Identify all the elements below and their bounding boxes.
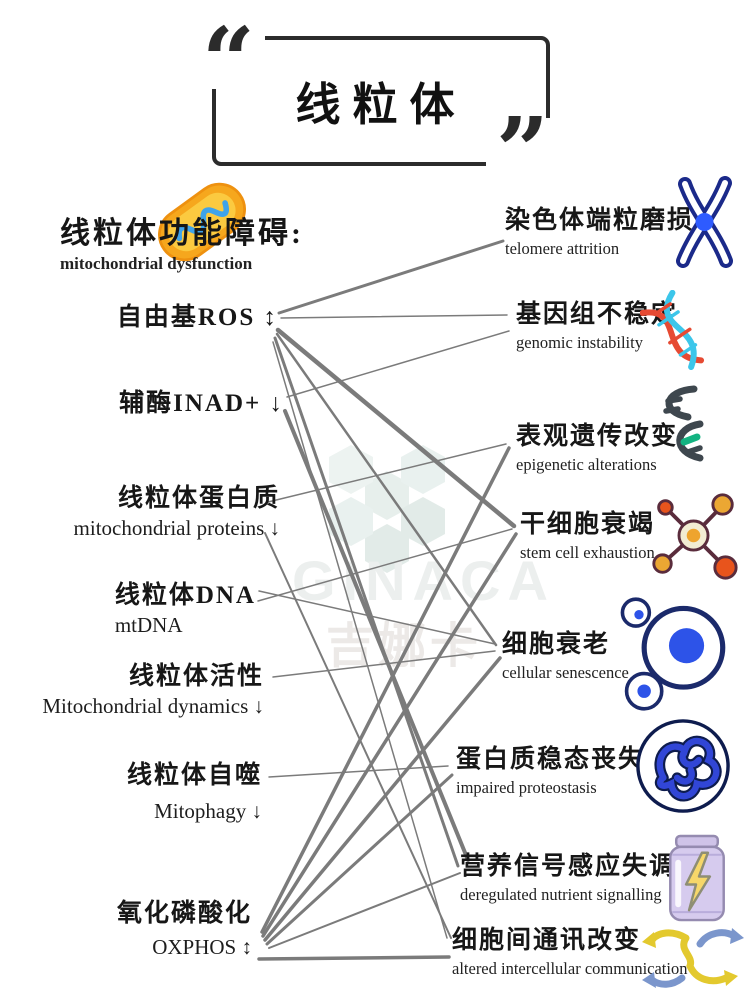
connection-line-mito-proteins-communication xyxy=(264,532,452,939)
left-node-oxphos: 氧化磷酸化 OXPHOS ↕ xyxy=(117,898,252,962)
left-node-ros: 自由基ROS ↕ xyxy=(117,302,278,333)
connection-line-oxphos-proteostasis xyxy=(265,773,454,946)
node-label: 干细胞衰竭 xyxy=(520,511,656,538)
connection-line-ros-senescence xyxy=(275,332,498,647)
node-label: 线粒体自噬 xyxy=(126,762,262,789)
connection-line-oxphos-senescence xyxy=(263,656,502,942)
connection-line-ros-telomere xyxy=(277,239,505,315)
senescent-cells-icon xyxy=(620,597,726,711)
right-node-senescence: 细胞衰老 cellular senescence xyxy=(502,630,629,683)
right-node-epigenetic: 表观遗传改变 epigenetic alterations xyxy=(516,422,678,475)
connection-line-mito-proteins-epigenetic xyxy=(267,443,507,503)
node-label: 染色体端粒磨损 xyxy=(505,207,695,234)
right-node-stem-cell: 干细胞衰竭 stem cell exhaustion xyxy=(520,510,655,563)
close-quote-mark: ” xyxy=(486,105,555,197)
left-node-mitophagy: 线粒体自噬 Mitophagy ↓ xyxy=(127,760,262,826)
connection-line-oxphos-communication xyxy=(257,955,451,961)
node-label: 细胞衰老 xyxy=(502,631,611,658)
node-sublabel: cellular senescence xyxy=(502,663,629,682)
exchange-arrows-icon xyxy=(642,928,744,988)
node-sublabel: Mitophagy ↓ xyxy=(154,799,262,824)
node-label: 表观遗传改变 xyxy=(516,423,679,450)
open-quote-mark: “ xyxy=(196,15,265,107)
left-node-mtdna: 线粒体DNA mtDNA xyxy=(115,580,256,640)
connection-line-mito-dynamics-senescence xyxy=(272,650,496,678)
node-label: 蛋白质稳态丧失 xyxy=(456,746,646,773)
connection-line-oxphos-nutrient xyxy=(268,872,461,949)
watermark-brand-cn-text: 吉娜卡 xyxy=(326,620,483,673)
connection-line-ros-stem-cell xyxy=(275,327,517,529)
connection-line-oxphos-stem-cell xyxy=(261,532,518,938)
right-node-telomere: 染色体端粒磨损 telomere attrition xyxy=(505,206,694,259)
node-label: 线粒体蛋白质 xyxy=(117,485,280,512)
node-label: 细胞间通讯改变 xyxy=(452,927,642,954)
node-sublabel: impaired proteostasis xyxy=(456,778,597,797)
page-title: 线粒体 xyxy=(295,80,467,130)
right-node-nutrient: 营养信号感应失调 deregulated nutrient signalling xyxy=(460,852,676,905)
node-label: 自由基ROS ↕ xyxy=(116,304,278,331)
left-node-mito-dynamics: 线粒体活性 Mitochondrial dynamics ↓ xyxy=(42,661,264,721)
chromosome-icon xyxy=(676,176,733,268)
node-label: 线粒体DNA xyxy=(114,582,256,609)
node-sublabel: mitochondrial proteins ↓ xyxy=(73,516,280,541)
node-sublabel: stem cell exhaustion xyxy=(520,543,655,562)
connection-line-ros-communication xyxy=(272,341,448,939)
connection-line-nad-nutrient xyxy=(283,409,470,862)
node-sublabel: altered intercellular communication xyxy=(452,959,688,978)
header-title-en: mitochondrial dysfunction xyxy=(60,254,253,273)
header-title-cn: 线粒体功能障碍: xyxy=(60,217,304,250)
left-node-mito-proteins: 线粒体蛋白质 mitochondrial proteins ↓ xyxy=(74,483,280,543)
node-label: 营养信号感应失调 xyxy=(460,853,677,880)
connection-line-oxphos-epigenetic xyxy=(260,446,511,934)
node-label: 氧化磷酸化 xyxy=(116,900,252,927)
node-sublabel: deregulated nutrient signalling xyxy=(460,885,662,904)
right-node-proteostasis: 蛋白质稳态丧失 impaired proteostasis xyxy=(456,745,645,798)
left-column-header: 线粒体功能障碍: mitochondrial dysfunction xyxy=(60,208,350,274)
connection-line-mtdna-stem-cell xyxy=(257,528,513,602)
node-label: 线粒体活性 xyxy=(128,663,264,690)
left-node-nad: 辅酶INAD+ ↓ xyxy=(119,388,284,419)
connection-line-nad-genomic xyxy=(286,330,510,398)
node-sublabel: OXPHOS ↕ xyxy=(152,935,252,960)
watermark-brand-text: GINACA xyxy=(292,549,555,612)
connection-line-mitophagy-proteostasis xyxy=(268,765,449,778)
node-label: 辅酶INAD+ ↓ xyxy=(119,390,284,417)
node-sublabel: Mitochondrial dynamics ↓ xyxy=(42,694,264,719)
connection-line-ros-nutrient xyxy=(273,336,460,868)
right-node-communication: 细胞间通讯改变 altered intercellular communicat… xyxy=(452,926,687,979)
node-sublabel: telomere attrition xyxy=(505,239,620,258)
node-sublabel: epigenetic alterations xyxy=(516,455,657,474)
stem-cell-molecule-icon xyxy=(652,493,738,580)
connection-line-ros-genomic xyxy=(280,314,508,319)
mitochondria-icon xyxy=(158,182,246,262)
connection-line-mtdna-senescence xyxy=(258,590,496,645)
epigenetic-dna-icon xyxy=(663,385,704,462)
node-sublabel: mtDNA xyxy=(114,613,183,638)
energy-can-icon xyxy=(669,834,725,922)
node-sublabel: genomic instability xyxy=(516,333,643,352)
title-quote-box: 线粒体 xyxy=(212,36,550,166)
dna-helix-icon xyxy=(640,290,705,371)
protein-tangle-icon xyxy=(636,719,730,813)
